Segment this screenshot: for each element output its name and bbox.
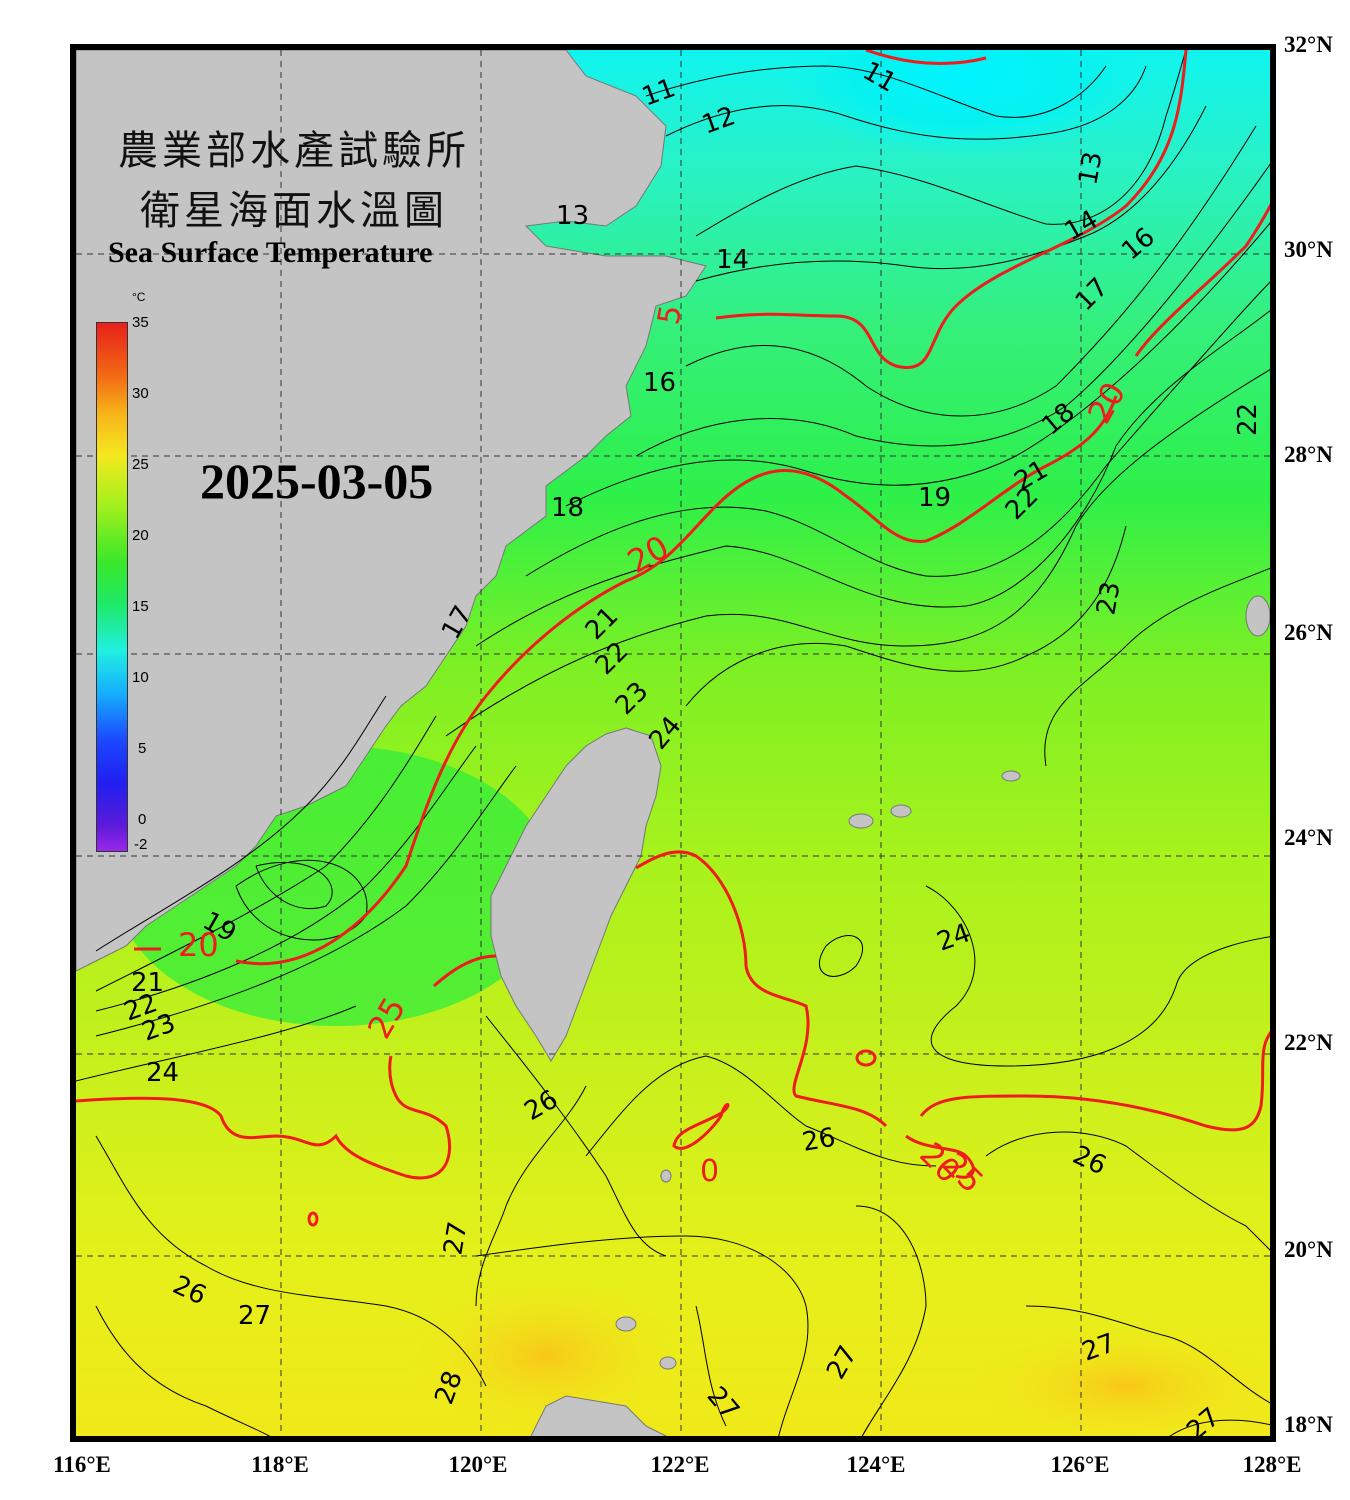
island xyxy=(848,813,874,829)
contour-label: 13 xyxy=(556,201,589,231)
lon-label: 128°E xyxy=(1242,1452,1302,1477)
warm-water-patch-2 xyxy=(966,1326,1270,1436)
contour-label: 23 xyxy=(1091,579,1126,617)
colorbar-tick: 10 xyxy=(132,669,149,686)
lat-label: 20°N xyxy=(1284,1237,1333,1262)
map-date: 2025-03-05 xyxy=(200,453,434,509)
lat-label: 18°N xyxy=(1284,1412,1333,1437)
colorbar-tick: 20 xyxy=(132,527,149,544)
island xyxy=(659,1356,677,1370)
island xyxy=(615,1316,637,1332)
contour-label: 14 xyxy=(716,245,749,275)
contour-label: 16 xyxy=(643,368,676,398)
lat-label: 26°N xyxy=(1284,620,1333,645)
colorbar-tick: 30 xyxy=(132,385,149,402)
lat-label: 22°N xyxy=(1284,1030,1333,1055)
lat-label: 28°N xyxy=(1284,442,1333,467)
lat-label: 30°N xyxy=(1284,237,1333,262)
island xyxy=(1001,770,1021,782)
cold-water-patch xyxy=(776,50,1156,156)
lon-label: 116°E xyxy=(53,1452,111,1477)
colorbar-tick: 0 xyxy=(138,811,147,828)
graticule xyxy=(76,50,1270,1436)
lon-label: 118°E xyxy=(251,1452,309,1477)
title-chinese-line2: 衛星海面水溫圖 xyxy=(140,188,448,234)
contour-label: 22 xyxy=(1233,403,1263,436)
mainland-china xyxy=(76,50,707,972)
lat-label: 32°N xyxy=(1284,32,1333,57)
lat-label: 24°N xyxy=(1284,825,1333,850)
contour-label: 18 xyxy=(551,493,584,523)
colorbar-tick: -2 xyxy=(134,836,148,853)
luzon-island xyxy=(530,1395,667,1436)
contour-label-red: 0 xyxy=(700,1154,719,1189)
isotherms-minor xyxy=(76,50,1270,1436)
title-chinese-line1: 農業部水產試驗所 xyxy=(118,128,470,174)
warm-water-patch xyxy=(406,1276,686,1436)
lon-label: 126°E xyxy=(1050,1452,1110,1477)
colorbar-tick: 25 xyxy=(132,456,149,473)
isotherms-major xyxy=(76,50,1270,1227)
island xyxy=(1245,595,1270,637)
lon-label: 122°E xyxy=(650,1452,710,1477)
colorbar-tick: 15 xyxy=(132,598,149,615)
lon-label: 124°E xyxy=(846,1452,906,1477)
contour-label: 27 xyxy=(238,1301,271,1331)
contour-label: 13 xyxy=(1073,149,1108,187)
sst-map: 20 20 20 20 25 25 5 0 11 11 12 13 13 14 … xyxy=(70,44,1276,1442)
island xyxy=(660,1169,672,1183)
taiwan-island xyxy=(490,727,662,1062)
colorbar-tick: 5 xyxy=(138,740,147,757)
contour-label: 27 xyxy=(438,1219,473,1257)
lon-label: 120°E xyxy=(448,1452,508,1477)
contour-label: 26 xyxy=(800,1123,838,1158)
contour-label: 21 xyxy=(131,968,164,998)
contour-label: 19 xyxy=(918,483,951,513)
colorbar-tick: 35 xyxy=(132,314,149,331)
contour-label: 24 xyxy=(146,1058,179,1088)
island xyxy=(890,804,912,818)
contour-label-red: 20 xyxy=(178,926,219,964)
colorbar xyxy=(96,322,128,852)
map-canvas: 20 20 20 20 25 25 5 0 11 11 12 13 13 14 … xyxy=(76,50,1270,1436)
colorbar-unit: °C xyxy=(132,290,146,304)
title-english: Sea Surface Temperature xyxy=(108,236,433,269)
